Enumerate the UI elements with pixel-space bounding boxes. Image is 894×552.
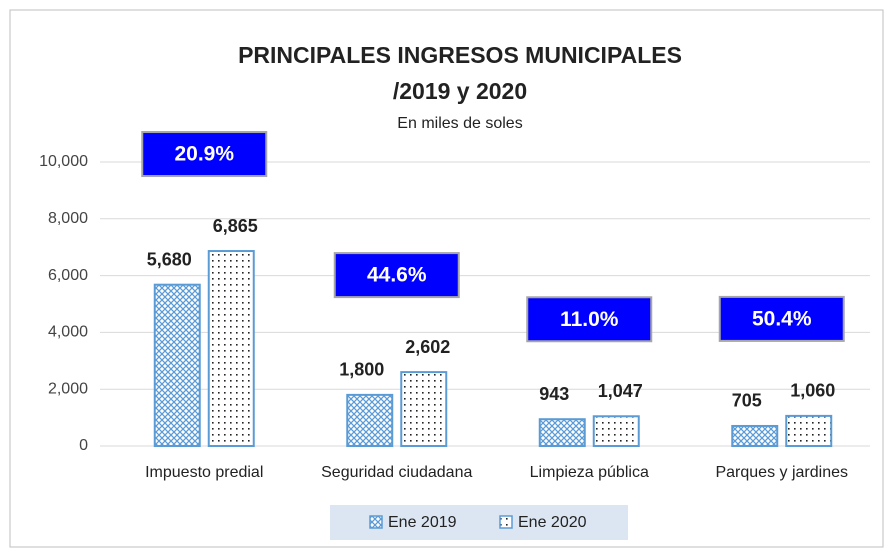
annotation: 44.6%	[367, 264, 427, 287]
chart-title: /2019 y 2020	[393, 78, 527, 104]
data-label: 2,602	[405, 337, 450, 357]
data-label: 6,865	[213, 216, 258, 236]
annotation: 11.0%	[560, 308, 619, 331]
bar	[207, 250, 255, 447]
annotation: 50.4%	[752, 307, 812, 330]
annotation-box	[526, 296, 653, 343]
y-tick-label: 10,000	[39, 153, 88, 170]
data-label: 1,800	[339, 360, 384, 380]
x-tick-label: Parques y jardines	[715, 464, 848, 481]
legend-swatch	[369, 515, 383, 529]
legend-label: Ene 2020	[518, 514, 587, 531]
y-tick-label: 6,000	[48, 267, 88, 284]
annotation-box	[718, 295, 845, 342]
data-label: 5,680	[147, 249, 192, 269]
annotation: 20.9%	[174, 143, 234, 166]
bar	[731, 424, 779, 447]
chart-title: PRINCIPALES INGRESOS MUNICIPALES	[238, 42, 682, 68]
data-label: 1,060	[790, 381, 835, 401]
bar	[400, 371, 448, 448]
bar	[538, 418, 586, 448]
bar	[346, 393, 394, 448]
data-label: 705	[732, 391, 762, 411]
y-tick-label: 8,000	[48, 210, 88, 227]
y-tick-label: 4,000	[48, 324, 88, 341]
bar	[785, 414, 833, 447]
bar	[153, 283, 201, 447]
x-tick-label: Seguridad ciudadana	[321, 464, 472, 481]
annotation-box	[141, 131, 268, 178]
bar	[592, 415, 640, 447]
x-tick-label: Impuesto predial	[145, 464, 263, 481]
x-tick-label: Limpieza pública	[530, 464, 649, 481]
y-tick-label: 2,000	[48, 380, 88, 397]
y-tick-label: 0	[79, 437, 88, 454]
annotation-box	[333, 252, 460, 299]
data-label: 1,047	[598, 381, 643, 401]
legend-swatch	[499, 515, 513, 529]
chart-subtitle: En miles de soles	[397, 115, 522, 132]
legend-label: Ene 2019	[388, 514, 457, 531]
data-label: 943	[539, 384, 569, 404]
